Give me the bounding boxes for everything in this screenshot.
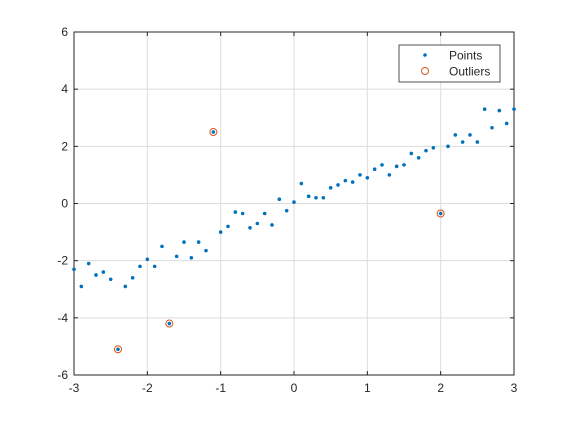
data-point xyxy=(409,151,414,156)
axis-ticks xyxy=(73,31,515,376)
data-point xyxy=(160,244,164,249)
data-point xyxy=(167,321,172,326)
data-point xyxy=(101,270,106,274)
data-point xyxy=(387,173,392,177)
data-point xyxy=(123,284,128,289)
data-point xyxy=(174,254,179,259)
outlier-marker xyxy=(114,345,122,354)
data-point xyxy=(468,133,472,137)
outlier-marker xyxy=(165,319,174,328)
data-point xyxy=(240,211,245,216)
data-point xyxy=(328,185,333,190)
y-tick-label: 4 xyxy=(61,82,68,96)
data-point xyxy=(512,107,516,111)
legend-points-marker xyxy=(423,53,427,57)
data-point xyxy=(262,211,267,216)
data-point xyxy=(424,148,428,153)
x-tick-label: -3 xyxy=(69,381,80,395)
data-point xyxy=(350,180,355,184)
data-point xyxy=(497,108,502,113)
x-tick-label: 3 xyxy=(511,381,518,395)
x-tick-label: 1 xyxy=(364,381,371,395)
data-point xyxy=(130,276,135,280)
data-point xyxy=(475,140,480,144)
axis-tick-labels: -3 -2 -1 0 1 2 3 -6 -4 -2 0 2 4 6 xyxy=(57,25,517,395)
data-point xyxy=(277,197,282,202)
legend-points-label: Points xyxy=(449,49,482,63)
data-point xyxy=(416,155,421,160)
data-point xyxy=(248,225,252,230)
data-point xyxy=(394,164,399,169)
outliers-series xyxy=(114,128,445,354)
data-point xyxy=(453,133,458,137)
data-point xyxy=(182,240,186,244)
data-point xyxy=(79,284,84,289)
data-point xyxy=(402,163,406,167)
data-point xyxy=(226,224,230,229)
legend: Points Outliers xyxy=(398,44,501,83)
data-point xyxy=(314,195,318,200)
data-point xyxy=(145,257,150,262)
y-tick-label: 0 xyxy=(61,197,68,211)
data-point xyxy=(116,347,120,352)
data-point xyxy=(358,173,362,177)
data-point xyxy=(299,181,304,186)
legend-entry-outliers: Outliers xyxy=(421,65,490,79)
y-tick-label: 6 xyxy=(61,25,68,39)
data-point xyxy=(196,240,201,244)
y-tick-label: -4 xyxy=(57,311,68,325)
data-point xyxy=(189,256,194,260)
data-point xyxy=(431,145,436,150)
data-point xyxy=(292,200,296,204)
data-point xyxy=(218,230,223,234)
data-point xyxy=(343,178,348,183)
data-point xyxy=(211,130,216,134)
data-point xyxy=(233,210,238,214)
data-point xyxy=(255,221,260,226)
data-point xyxy=(152,264,157,269)
points-series xyxy=(72,107,516,352)
y-tick-label: 2 xyxy=(61,139,68,153)
data-point xyxy=(321,195,326,200)
data-point xyxy=(94,273,98,277)
x-tick-label: -1 xyxy=(215,381,226,395)
data-point xyxy=(380,163,384,167)
data-point xyxy=(490,125,494,130)
data-point xyxy=(446,144,450,149)
data-point xyxy=(270,223,274,227)
data-point xyxy=(108,277,113,282)
outlier-marker xyxy=(209,128,218,137)
y-tick-label: -2 xyxy=(57,254,68,268)
y-tick-label: -6 xyxy=(57,368,68,382)
x-tick-label: 2 xyxy=(437,381,444,395)
data-point xyxy=(306,194,311,199)
legend-entry-points: Points xyxy=(423,49,482,63)
x-tick-label: -2 xyxy=(142,381,153,395)
outlier-marker xyxy=(436,209,445,218)
data-point xyxy=(482,107,487,111)
data-point xyxy=(365,175,370,180)
data-point xyxy=(336,183,340,187)
data-point xyxy=(204,248,208,253)
data-point xyxy=(438,211,443,216)
legend-outliers-marker xyxy=(421,67,429,75)
data-point xyxy=(138,264,142,269)
data-point xyxy=(504,121,509,126)
x-tick-label: 0 xyxy=(291,381,298,395)
data-point xyxy=(460,140,465,144)
legend-outliers-label: Outliers xyxy=(449,65,490,79)
data-point xyxy=(86,261,91,266)
data-point xyxy=(372,167,377,171)
legend-box xyxy=(398,44,501,83)
data-point xyxy=(284,208,289,213)
data-point xyxy=(72,267,76,272)
